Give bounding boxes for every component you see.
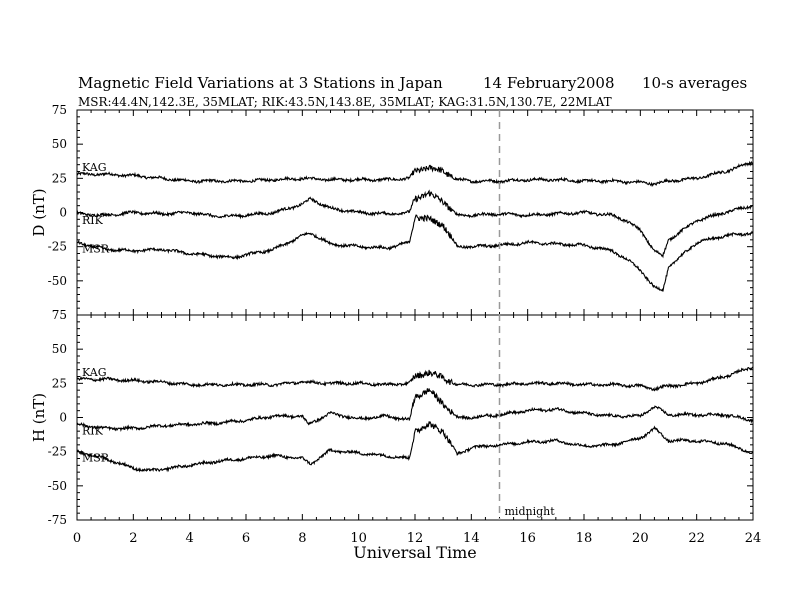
y-tick-label: -25 — [48, 445, 67, 459]
x-tick-label: 4 — [186, 531, 194, 546]
series-label-msr: MSR — [82, 452, 110, 465]
series-line-rik — [76, 189, 754, 259]
y-tick-label: -75 — [48, 513, 67, 527]
x-tick-label: 2 — [129, 531, 137, 546]
x-tick-label: 20 — [632, 531, 649, 546]
y-tick-label: 0 — [59, 206, 67, 220]
series-line-rik — [76, 388, 754, 433]
averaging-note: 10-s averages — [642, 74, 748, 92]
x-tick-label: 18 — [576, 531, 593, 546]
series-label-msr: MSR — [82, 243, 110, 256]
panel-frame — [76, 314, 754, 521]
series-line-kag — [76, 160, 754, 187]
y-tick-label: 0 — [59, 411, 67, 425]
series-label-kag: KAG — [82, 161, 107, 174]
x-tick-label: 24 — [745, 531, 762, 546]
y-tick-label: 50 — [52, 342, 67, 356]
y-tick-label: -25 — [48, 240, 67, 254]
midnight-label: midnight — [505, 505, 556, 518]
series-label-rik: RIK — [82, 424, 104, 437]
x-tick-label: 16 — [519, 531, 536, 546]
y-tick-label: -50 — [48, 479, 67, 493]
chart-title: Magnetic Field Variations at 3 Stations … — [78, 74, 443, 92]
series-line-msr — [76, 214, 754, 292]
y-axis-label: H (nT) — [30, 393, 48, 442]
series-label-rik: RIK — [82, 214, 104, 227]
chart-date: 14 February2008 — [483, 74, 615, 92]
x-tick-label: 10 — [350, 531, 367, 546]
x-tick-label: 12 — [407, 531, 424, 546]
y-tick-label: 25 — [52, 376, 67, 390]
y-tick-label: 25 — [52, 171, 67, 185]
x-tick-label: 6 — [242, 531, 250, 546]
station-info: MSR:44.4N,142.3E, 35MLAT; RIK:43.5N,143.… — [78, 95, 612, 109]
panel-frame — [76, 109, 754, 316]
y-tick-label: 75 — [52, 103, 67, 117]
series-line-kag — [76, 366, 754, 392]
x-tick-label: 8 — [298, 531, 306, 546]
x-axis-label: Universal Time — [353, 543, 476, 562]
series-line-msr — [77, 421, 754, 473]
x-tick-label: 22 — [688, 531, 705, 546]
y-tick-label: 75 — [52, 308, 67, 322]
y-axis-label: D (nT) — [30, 188, 48, 236]
x-tick-label: 0 — [73, 531, 81, 546]
y-tick-label: -50 — [48, 274, 67, 288]
y-tick-label: 50 — [52, 137, 67, 151]
series-label-kag: KAG — [82, 366, 107, 379]
x-tick-label: 14 — [463, 531, 480, 546]
